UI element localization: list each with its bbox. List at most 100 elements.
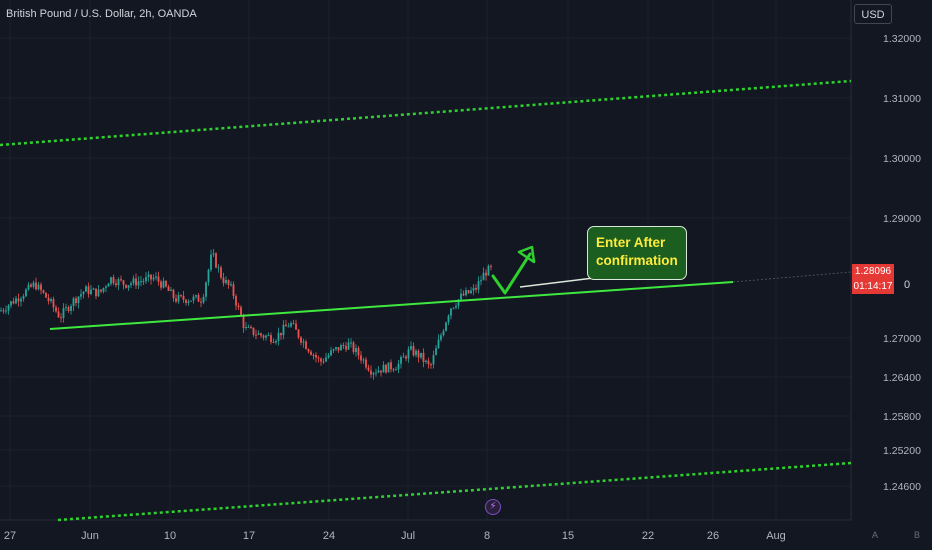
candle-body	[202, 296, 205, 303]
candle-body	[242, 315, 245, 328]
candle-body	[57, 311, 60, 318]
candle-body	[187, 301, 190, 303]
candle-body	[110, 277, 112, 284]
price-tick-label: 1.30000	[883, 153, 921, 165]
candle-body	[162, 280, 165, 288]
candle-body	[140, 281, 142, 283]
candle-body	[332, 349, 335, 351]
candle-body	[12, 301, 15, 304]
candle-body	[465, 290, 467, 296]
candle-body	[132, 278, 135, 284]
candle-body	[297, 329, 300, 338]
candle-body	[335, 347, 337, 350]
candle-body	[177, 295, 180, 302]
candle-body	[72, 298, 75, 306]
price-axis[interactable]: 1.32000 1.31000 1.30000 1.29000 1.27000 1.264…	[883, 33, 921, 493]
chart-title: British Pound / U.S. Dollar, 2h, OANDA	[6, 8, 197, 20]
candle-body	[447, 315, 450, 323]
time-tick-label: Jun	[81, 530, 99, 542]
candle-body	[367, 367, 370, 371]
candle-body	[52, 299, 55, 308]
candle-body	[290, 323, 292, 327]
candle-body	[260, 333, 262, 336]
candle-body	[80, 294, 82, 297]
time-tick-label: 8	[484, 530, 490, 542]
candle-body	[192, 296, 195, 301]
candle-body	[357, 348, 360, 356]
candle-body	[30, 284, 32, 287]
candle-body	[442, 330, 445, 336]
candle-body	[22, 296, 25, 299]
candle-body	[185, 299, 187, 303]
candle-body	[415, 350, 417, 356]
candle-body	[410, 346, 412, 350]
settings-b-button[interactable]: B	[914, 530, 921, 540]
candle-body	[157, 276, 160, 282]
candle-body	[402, 356, 405, 358]
time-tick-label: Jul	[401, 530, 415, 542]
right-scale-label: 0	[904, 279, 911, 291]
candle-body	[430, 364, 432, 366]
candle-body	[487, 265, 490, 276]
candle-body	[307, 349, 310, 352]
candle-body	[40, 284, 42, 291]
candle-body	[25, 289, 27, 297]
candle-body	[325, 357, 327, 362]
candle-body	[377, 370, 380, 373]
candle-body	[97, 289, 100, 297]
candle-body	[457, 299, 460, 306]
time-axis[interactable]: 27 Jun 10 17 24 Jul 8 15 22 26 Aug	[4, 530, 786, 542]
candle-body	[262, 335, 265, 338]
candle-body	[385, 364, 387, 373]
support-trendline	[49, 281, 734, 330]
entry-callout: Enter After confirmation	[587, 226, 687, 280]
candle-body	[235, 296, 237, 306]
lightning-icon[interactable]: ⚡	[485, 499, 501, 515]
candle-body	[47, 297, 50, 302]
candle-body	[265, 335, 267, 338]
channel-lower-line	[57, 461, 852, 522]
candle-body	[485, 272, 487, 276]
candle-body	[237, 305, 240, 308]
price-tick-label: 1.24600	[883, 481, 921, 493]
candle-body	[197, 295, 200, 302]
candle-body	[115, 283, 117, 286]
candle-body	[175, 298, 177, 302]
candle-body	[37, 284, 40, 290]
candle-body	[482, 272, 485, 281]
candle-body	[330, 350, 332, 356]
candle-body	[167, 286, 170, 291]
price-tick-label: 1.25200	[883, 445, 921, 457]
candle-body	[255, 334, 257, 336]
currency-button[interactable]: USD	[854, 4, 892, 24]
candle-body	[95, 288, 97, 297]
candle-body	[252, 327, 255, 335]
candle-body	[137, 281, 140, 286]
candle-body	[87, 286, 90, 295]
candle-body	[207, 269, 210, 283]
candle-body	[195, 295, 197, 297]
candle-body	[65, 307, 67, 309]
candle-body	[160, 281, 162, 288]
candle-body	[470, 290, 472, 294]
candle-body	[407, 349, 410, 359]
candle-body	[55, 307, 57, 312]
candle-body	[70, 305, 72, 311]
candle-body	[455, 305, 457, 308]
candle-body	[347, 342, 350, 350]
candle-body	[462, 293, 465, 296]
price-tick-label: 1.26400	[883, 372, 921, 384]
candle-body	[5, 310, 7, 312]
auto-scale-button[interactable]: A	[872, 530, 879, 540]
candle-body	[145, 277, 147, 282]
candle-body	[10, 301, 12, 306]
horizontal-grid	[0, 37, 851, 487]
price-tick-label: 1.29000	[883, 213, 921, 225]
candle-body	[142, 281, 145, 283]
candle-body	[50, 299, 52, 302]
candle-body	[395, 369, 397, 371]
candle-body	[397, 363, 400, 370]
candle-body	[360, 355, 362, 361]
candle-body	[475, 287, 477, 290]
